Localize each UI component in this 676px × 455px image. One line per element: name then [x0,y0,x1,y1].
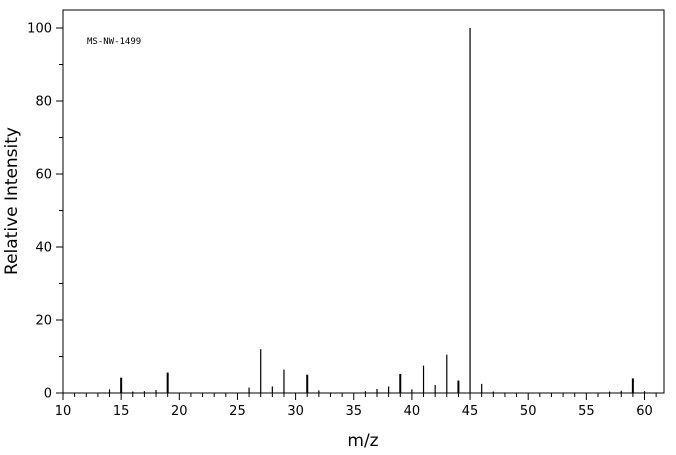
spectrum-id-label: MS-NW-1499 [87,37,141,47]
x-tick-label: 60 [636,404,653,419]
x-tick-label: 50 [520,404,537,419]
x-tick-label: 10 [55,404,72,419]
y-axis-title: Relative Intensity [2,127,22,275]
x-tick-label: 30 [287,404,304,419]
y-tick-label: 40 [35,241,52,256]
x-axis-title: m/z [347,431,378,451]
x-tick-label: 40 [404,404,421,419]
x-tick-label: 20 [171,404,188,419]
x-axis-ticks: 10 15 20 25 30 35 40 45 50 55 60 [55,393,657,419]
spectrum-peaks [108,28,646,393]
x-tick-label: 55 [578,404,595,419]
x-tick-label: 25 [229,404,246,419]
x-tick-label: 35 [345,404,362,419]
y-tick-label: 0 [44,387,52,402]
plot-frame [62,9,665,394]
y-axis-ticks: 0 20 40 60 80 100 [27,22,63,402]
x-tick-label: 15 [113,404,130,419]
x-tick-label: 45 [462,404,479,419]
y-tick-label: 100 [27,22,52,37]
y-tick-label: 60 [35,168,52,183]
y-tick-label: 80 [35,95,52,110]
y-tick-label: 20 [35,314,52,329]
